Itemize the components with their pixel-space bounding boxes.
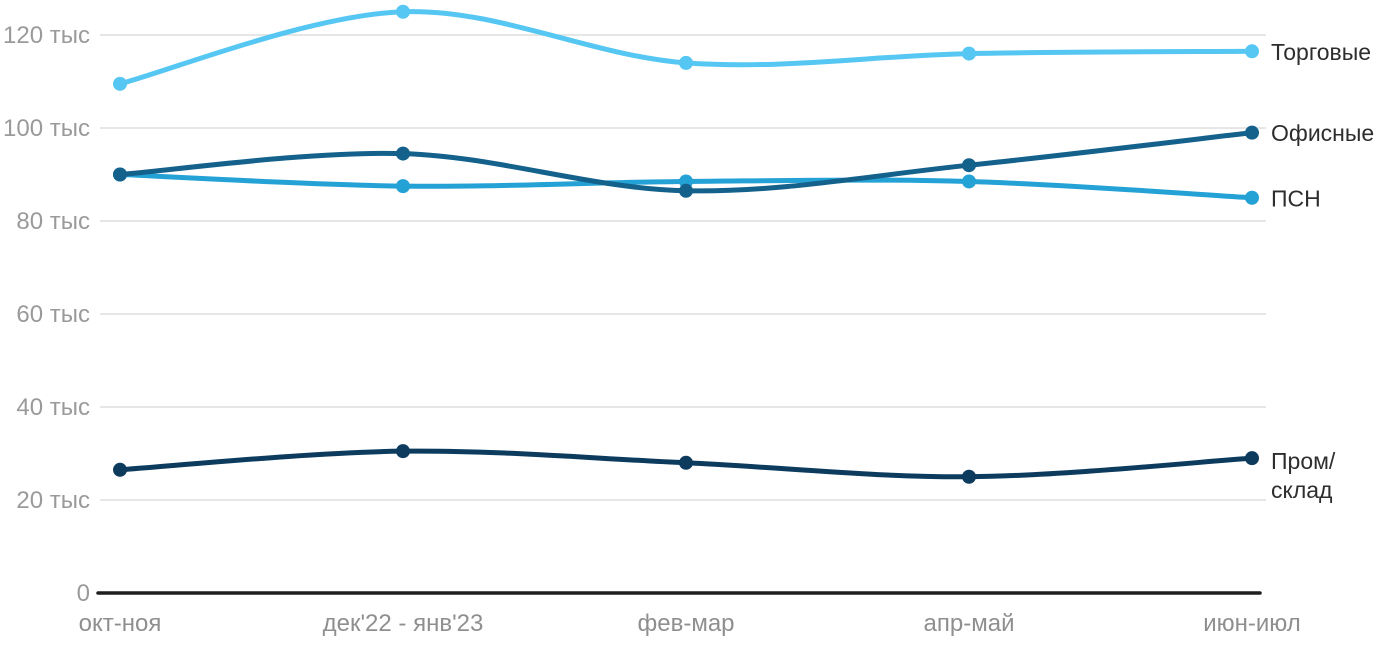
data-point-ofisnye (679, 183, 693, 198)
data-point-psn (962, 174, 976, 189)
data-point-psn (1245, 190, 1259, 205)
series-label-ofisnye: Офисные (1271, 120, 1374, 146)
data-point-torgovye (962, 46, 976, 61)
y-tick-label: 120 тыс (3, 22, 90, 49)
series-label-psn: ПСН (1271, 185, 1321, 211)
y-tick-label: 0 (77, 580, 90, 607)
x-tick-label: апр-май (924, 610, 1015, 637)
x-tick-label: окт-ноя (79, 610, 162, 637)
data-point-torgovye (113, 76, 127, 91)
data-point-prom-sklad (679, 455, 693, 470)
y-tick-label: 80 тыс (16, 208, 90, 235)
data-point-ofisnye (962, 158, 976, 173)
data-point-ofisnye (1245, 125, 1259, 140)
data-point-prom-sklad (962, 469, 976, 484)
data-point-ofisnye (113, 167, 127, 182)
data-point-prom-sklad (1245, 451, 1259, 466)
x-tick-label: фев-мар (637, 610, 734, 637)
y-tick-label: 40 тыс (16, 394, 90, 421)
x-tick-label: июн-июл (1203, 610, 1301, 637)
data-point-prom-sklad (113, 462, 127, 477)
y-tick-label: 60 тыс (16, 301, 90, 328)
series-label-prom-sklad: Пром/ (1271, 448, 1336, 474)
series-label-prom-sklad: склад (1271, 477, 1333, 503)
data-point-prom-sklad (396, 444, 410, 459)
series-line-torgovye (117, 9, 1255, 87)
x-tick-label: дек'22 - янв'23 (323, 610, 484, 637)
series-label-torgovye: Торговые (1271, 39, 1371, 65)
data-point-torgovye (396, 4, 410, 19)
data-point-psn (396, 179, 410, 194)
data-point-torgovye (1245, 44, 1259, 59)
y-tick-label: 100 тыс (3, 115, 90, 142)
y-tick-label: 20 тыс (16, 487, 90, 514)
data-point-ofisnye (396, 146, 410, 161)
data-point-torgovye (679, 55, 693, 70)
